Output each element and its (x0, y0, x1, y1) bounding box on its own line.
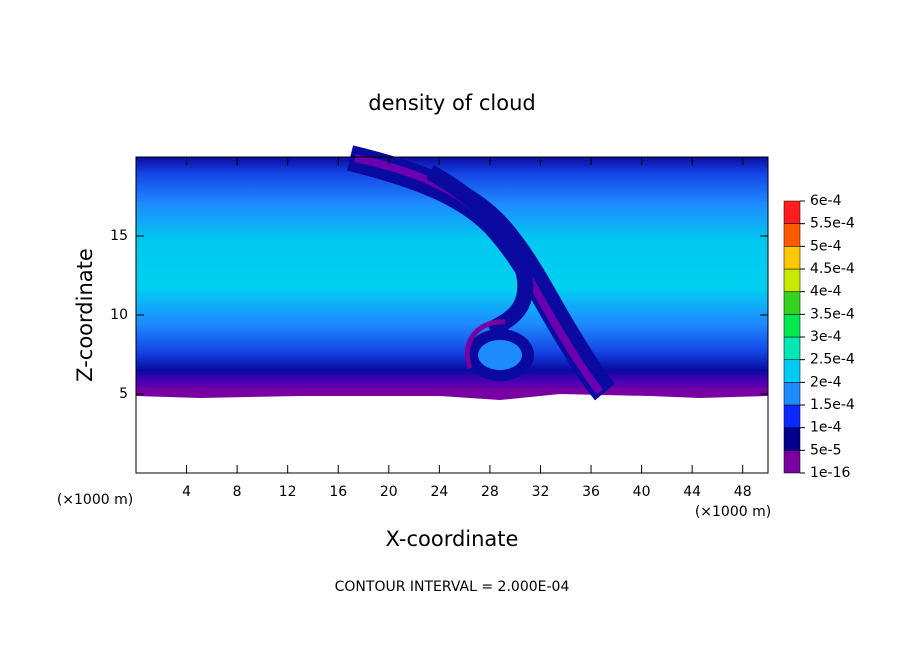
y-tick-label: 5 (119, 386, 128, 402)
colorbar-label: 5e-5 (810, 442, 841, 458)
colorbar-label: 6e-4 (810, 193, 842, 209)
colorbar-swatch (783, 246, 801, 270)
y-tick-label: 10 (110, 307, 128, 323)
contour-field (136, 145, 768, 401)
x-tick-label: 36 (582, 484, 600, 500)
colorbar-swatch (783, 336, 801, 360)
x-tick-label: 12 (279, 484, 297, 500)
colorbar-swatch (783, 314, 801, 338)
colorbar-swatch (783, 404, 801, 428)
colorbar-label: 2.5e-4 (810, 352, 855, 368)
x-tick-label: 40 (633, 484, 651, 500)
colorbar-label: 2e-4 (810, 374, 842, 390)
x-tick-label: 44 (683, 484, 701, 500)
x-tick-label: 24 (430, 484, 448, 500)
colorbar-label: 5e-4 (810, 238, 842, 254)
x-tick-label: 20 (380, 484, 398, 500)
colorbar-label: 3.5e-4 (810, 306, 855, 322)
colorbar-label: 4e-4 (810, 284, 842, 300)
x-tick-label: 28 (481, 484, 499, 500)
x-tick-label: 48 (734, 484, 752, 500)
colorbar-swatch (783, 291, 801, 315)
colorbar-label: 1e-4 (810, 420, 842, 436)
colorbar-swatch (783, 427, 801, 451)
colorbar-label: 3e-4 (810, 329, 842, 345)
y-tick-label: 15 (110, 228, 128, 244)
chart-title: density of cloud (368, 91, 535, 115)
x-axis-label: X-coordinate (386, 527, 519, 551)
colorbar-label: 1.5e-4 (810, 397, 855, 413)
colorbar-label: 4.5e-4 (810, 261, 855, 277)
colorbar-swatch (783, 382, 801, 406)
x-tick-label: 16 (329, 484, 347, 500)
colorbar-label: 1e-16 (810, 465, 850, 481)
colorbar-swatch (783, 223, 801, 247)
colorbar-swatch (783, 359, 801, 383)
x-tick-label: 32 (532, 484, 550, 500)
contour-note: CONTOUR INTERVAL = 2.000E-04 (335, 579, 570, 595)
colorbar-swatch (783, 200, 801, 224)
colorbar-swatch (783, 450, 801, 474)
x-tick-label: 8 (233, 484, 242, 500)
x-unit-label: (×1000 m) (695, 504, 771, 520)
x-tick-label: 4 (182, 484, 191, 500)
colorbar-label: 5.5e-4 (810, 216, 855, 232)
x-unit-label: (×1000 m) (57, 492, 133, 508)
colorbar-swatch (783, 268, 801, 292)
y-axis-label: Z-coordinate (73, 248, 97, 382)
